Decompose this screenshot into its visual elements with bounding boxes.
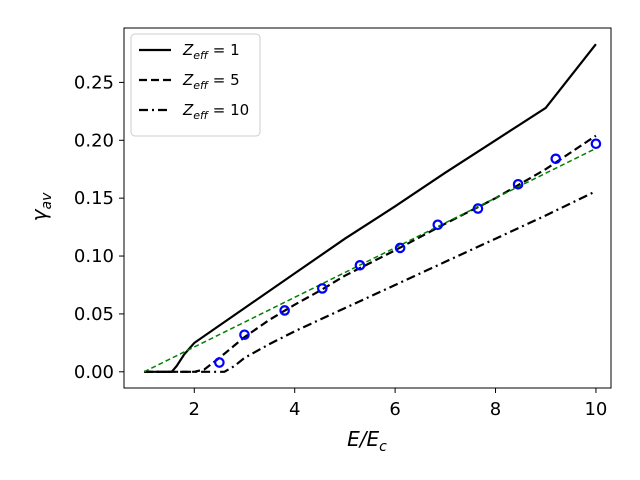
legend-label: Zeff = 5 bbox=[182, 71, 240, 92]
legend-label: Zeff = 1 bbox=[182, 41, 240, 62]
y-tick-label: 0.15 bbox=[74, 188, 114, 209]
data-point bbox=[590, 138, 602, 150]
series-line-2 bbox=[144, 134, 597, 373]
axes-layer: 2 4 6 8 10 0.00 0.05 0.10 0.15 0.20 0.25 bbox=[74, 27, 612, 420]
series-line-1 bbox=[144, 43, 597, 373]
x-tick-label: 10 bbox=[584, 399, 607, 420]
data-point bbox=[394, 242, 406, 254]
legend-label: Zeff = 10 bbox=[182, 101, 249, 122]
data-point bbox=[239, 329, 250, 341]
y-tick-label: 0.20 bbox=[74, 130, 114, 151]
data-point bbox=[432, 219, 444, 231]
x-tick-label: 8 bbox=[490, 399, 501, 420]
y-tick-label: 0.00 bbox=[74, 362, 114, 383]
series-line-4 bbox=[143, 147, 597, 373]
data-point bbox=[512, 178, 524, 190]
series-layer bbox=[143, 43, 597, 373]
data-point bbox=[317, 283, 328, 294]
data-point bbox=[214, 357, 225, 368]
x-axis-title: E/Ec bbox=[347, 427, 387, 455]
series-line-3 bbox=[144, 190, 597, 373]
y-tick-label: 0.10 bbox=[74, 246, 114, 267]
x-tick-label: 2 bbox=[189, 399, 200, 420]
x-tick-label: 4 bbox=[289, 399, 300, 420]
axes-frame bbox=[123, 27, 612, 389]
x-tick-label: 6 bbox=[389, 399, 400, 420]
data-point bbox=[354, 259, 366, 271]
legend: Zeff = 1 Zeff = 5 Zeff = 10 bbox=[130, 33, 261, 137]
data-point bbox=[279, 305, 290, 316]
y-tick-label: 0.25 bbox=[74, 72, 114, 93]
data-point bbox=[472, 203, 484, 214]
y-axis-title: γav bbox=[27, 192, 55, 221]
y-tick-label: 0.05 bbox=[74, 304, 114, 325]
scatter-layer bbox=[214, 138, 602, 368]
data-point bbox=[550, 153, 562, 165]
